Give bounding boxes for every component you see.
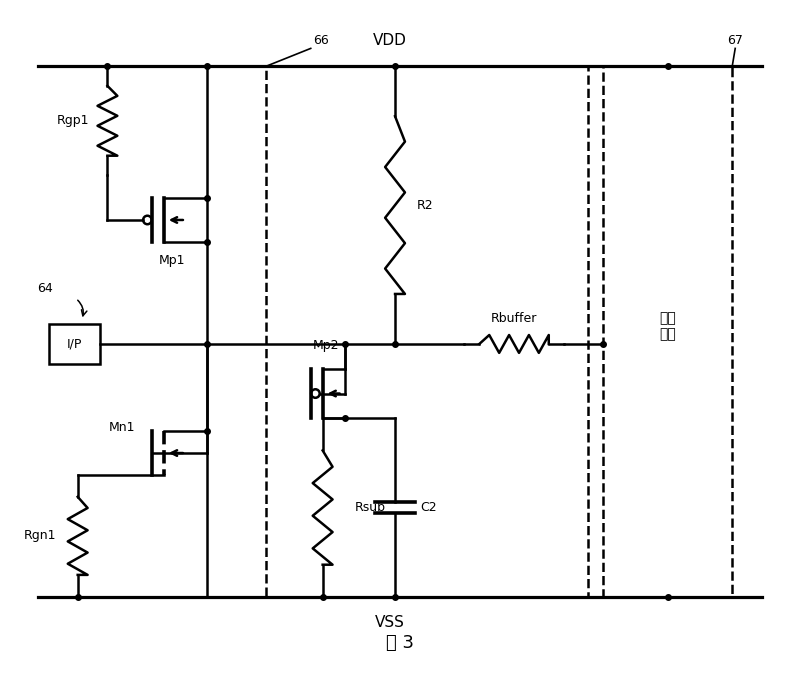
FancyBboxPatch shape	[603, 66, 732, 597]
Text: Rgp1: Rgp1	[57, 115, 89, 127]
Text: R2: R2	[417, 199, 434, 212]
Text: VDD: VDD	[373, 34, 407, 49]
Text: 66: 66	[313, 34, 329, 47]
Text: 64: 64	[37, 282, 53, 295]
Text: Mn1: Mn1	[109, 421, 135, 434]
Text: 图 3: 图 3	[386, 634, 414, 652]
Text: 内部
电路: 内部 电路	[659, 311, 676, 342]
Text: 67: 67	[727, 34, 743, 47]
Text: Mp2: Mp2	[312, 339, 339, 352]
Text: I/P: I/P	[67, 338, 82, 350]
Text: VSS: VSS	[375, 615, 405, 630]
Text: C2: C2	[420, 501, 437, 514]
FancyBboxPatch shape	[49, 324, 101, 364]
Text: Rsub: Rsub	[354, 501, 386, 514]
Text: Rgn1: Rgn1	[24, 529, 56, 543]
Text: Mp1: Mp1	[158, 253, 185, 267]
Text: Rbuffer: Rbuffer	[491, 312, 538, 325]
